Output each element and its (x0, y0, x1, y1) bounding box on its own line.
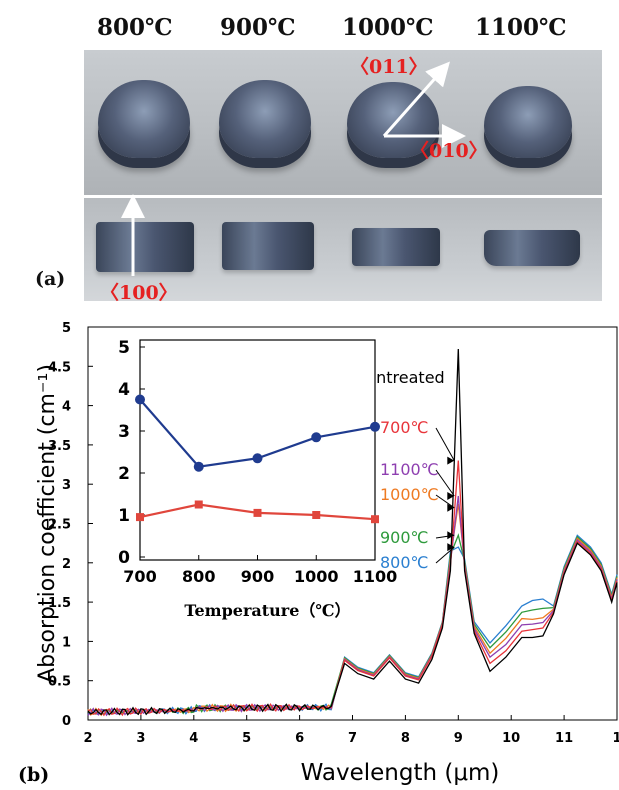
x-tick-label: 8 (401, 731, 410, 746)
legend-label-5: 800℃ (380, 553, 429, 572)
sample-1000-side (352, 228, 440, 266)
inset-x-tick-label: 1100 (353, 567, 398, 586)
inset-y-tick-label: 3 (118, 422, 130, 442)
y-tick-label: 4 (62, 400, 71, 415)
y-axis-label: Absorption coefficient (cm⁻¹) (35, 364, 60, 683)
x-axis-label: Wavelength (μm) (301, 760, 500, 786)
legend-arrow-2 (435, 469, 455, 497)
y-tick-label: 3.5 (48, 439, 71, 454)
panel-a-label: (a) (35, 268, 66, 290)
legend-label-0: untreated (366, 368, 445, 387)
y-tick-label: 5 (62, 321, 71, 336)
series-line-900℃ (87, 533, 618, 716)
x-tick-label: 5 (242, 731, 251, 746)
x-tick-label: 2 (83, 731, 92, 746)
temp-label-800: 800℃ (97, 14, 173, 41)
inset-x-tick-label: 700 (123, 567, 156, 586)
legend-arrowhead-5 (447, 543, 455, 552)
series-line-untreated (87, 348, 618, 716)
inset-point-blue (193, 461, 204, 472)
inset-point-blue (311, 432, 322, 443)
y-tick-label: 1 (62, 635, 71, 650)
inset-point-blue (252, 453, 263, 464)
legend-arrow-5 (435, 546, 455, 564)
orientation-arrows-top (382, 61, 466, 148)
sample-800-top (98, 80, 190, 158)
y-tick-label: 3 (62, 478, 71, 493)
temp-label-1100: 1100℃ (475, 14, 567, 41)
x-tick-label: 10 (502, 731, 520, 746)
inset-y-tick-label: 4 (118, 380, 130, 400)
temp-label-1000: 1000℃ (342, 14, 434, 41)
inset-frame (139, 339, 376, 561)
inset-point-blue (135, 394, 145, 405)
y-tick-label: 4.5 (48, 360, 71, 375)
legend-arrowhead-2 (447, 491, 455, 500)
inset-y-tick-label: 2 (118, 464, 130, 484)
x-tick-label: 11 (555, 731, 573, 746)
x-tick-label: 3 (136, 731, 145, 746)
legend-arrow-1 (435, 427, 455, 461)
series-line-800℃ (87, 534, 618, 715)
direction-label-100: 〈100〉 (100, 282, 178, 304)
x-tick-label: 7 (348, 731, 357, 746)
sample-1100-side (484, 230, 580, 266)
legend-arrowhead-3 (447, 503, 455, 512)
inset-x-tick-label: 1000 (294, 567, 339, 586)
x-tick-label: 6 (295, 731, 304, 746)
y-tick-label: 1.5 (48, 596, 71, 611)
legend-arrowhead-4 (447, 531, 455, 540)
panel-b-label: (b) (18, 764, 49, 786)
y-tick-label: 2.5 (48, 518, 71, 533)
inset-y-tick-label: 0 (118, 548, 130, 568)
legend-arrowhead-1 (447, 456, 455, 465)
sample-800-side (96, 222, 194, 272)
legend-arrow-3 (435, 494, 455, 509)
sample-900-top (219, 80, 311, 158)
x-tick-label: 1 (612, 731, 619, 746)
x-tick-label: 4 (189, 731, 198, 746)
sample-900-side (222, 222, 314, 270)
y-tick-label: 0.5 (48, 675, 71, 690)
inset-point-red (371, 515, 379, 524)
direction-label-010: 〈010〉 (410, 140, 488, 162)
inset-y-tick-label: 5 (118, 338, 130, 358)
direction-label-011: 〈011〉 (350, 56, 428, 78)
inset-point-red (253, 508, 262, 517)
sample-1000-top (347, 82, 439, 158)
legend-label-3: 1000℃ (380, 485, 439, 504)
photo-top-view (84, 50, 602, 195)
inset-x-axis-label: Temperature（℃） (184, 601, 350, 620)
legend-label-2: 1100℃ (380, 460, 439, 479)
x-tick-label: 9 (454, 731, 463, 746)
temp-label-900: 900℃ (220, 14, 296, 41)
photo-side-view (84, 198, 602, 301)
inset-point-red (194, 500, 203, 509)
absorption-chart: 00.511.522.533.544.552 3 4 5 6 7 8 9 10 11 1Wavele… (18, 321, 619, 786)
inset-y-tick-label: 1 (118, 506, 130, 526)
inset-x-tick-label: 900 (241, 567, 274, 586)
inset-x-tick-label: 800 (182, 567, 215, 586)
y-tick-label: 2 (62, 557, 71, 572)
sample-1100-top (484, 86, 572, 158)
legend-label-4: 900℃ (380, 528, 429, 547)
legend-label-1: 700℃ (380, 418, 429, 437)
inset-point-blue (370, 421, 380, 432)
orientation-arrow-100 (121, 194, 145, 276)
inset-point-red (136, 513, 144, 522)
inset-point-red (312, 511, 321, 519)
y-tick-label: 0 (62, 714, 71, 729)
